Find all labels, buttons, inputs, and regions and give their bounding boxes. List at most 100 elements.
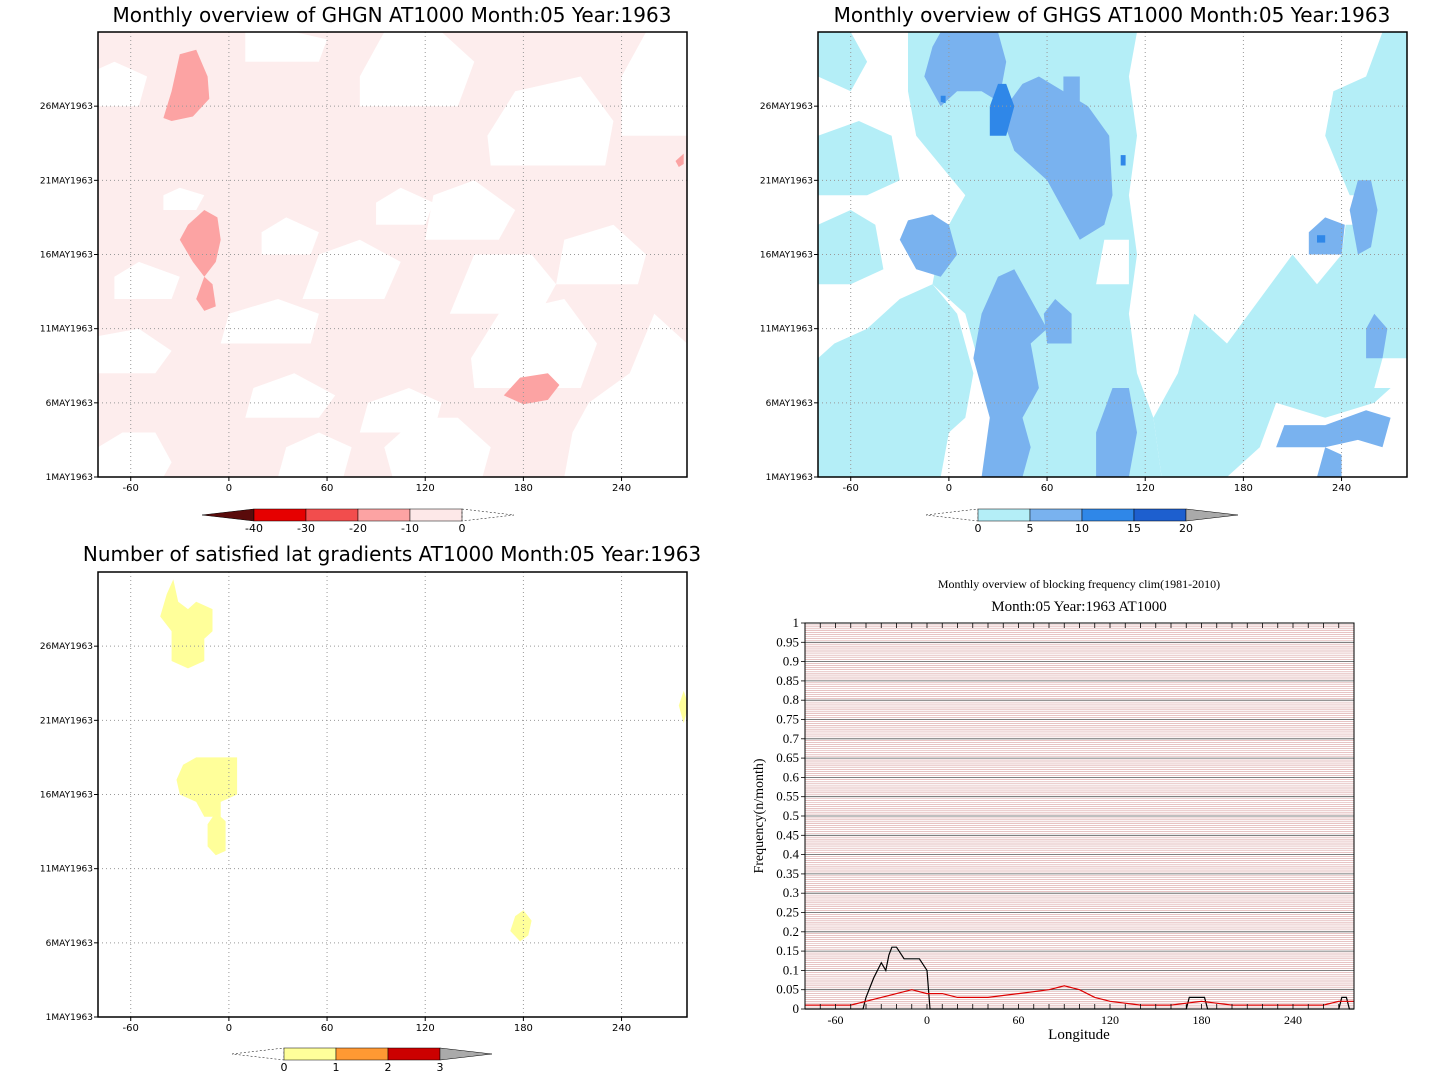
x-tick-label: 60 — [321, 483, 334, 494]
y-tick-label: 0.5 — [783, 808, 799, 823]
x-tick-label: 240 — [612, 1023, 631, 1034]
y-tick-label: 26MAY1963 — [40, 102, 93, 112]
contour-region — [510, 910, 532, 942]
contour-region — [163, 187, 205, 210]
contour-region — [98, 432, 172, 477]
gradients-colorbar: 0 1 2 3 — [231, 1047, 493, 1074]
contour-region — [245, 32, 328, 62]
x-tick-label: -60 — [828, 1013, 844, 1027]
contour-region — [359, 388, 442, 433]
y-tick-label: 0.6 — [783, 769, 800, 784]
x-tick-label: 240 — [1284, 1013, 1302, 1027]
contour-region — [207, 812, 226, 856]
contour-region — [1308, 217, 1345, 255]
y-tick-label: 0.15 — [776, 943, 799, 958]
colorbar-label: 3 — [437, 1061, 444, 1074]
blocking-y-axis: 0 0.05 0.1 0.15 0.2 0.25 0.3 0.35 0.4 0.45 0.5 0.55… — [776, 615, 805, 1016]
contour-region — [278, 432, 352, 477]
x-tick-label: 180 — [1234, 483, 1253, 494]
colorbar-swatch — [439, 1047, 493, 1061]
colorbar-label: -40 — [245, 522, 263, 535]
x-tick-label: 0 — [924, 1013, 930, 1027]
contour-region — [384, 417, 491, 477]
colorbar-label: -10 — [401, 522, 419, 535]
blocking-subtitle: Month:05 Year:1963 AT1000 — [991, 599, 1166, 615]
gradients-contour-fills — [160, 579, 687, 942]
contour-region — [899, 214, 958, 277]
contour-region — [503, 373, 560, 405]
y-tick-label: 16MAY1963 — [40, 791, 93, 801]
contour-region — [1251, 32, 1326, 136]
ghgs-y-axis: 1MAY1963 6MAY1963 11MAY1963 16MAY1963 21MAY1… — [760, 102, 818, 483]
y-tick-label: 21MAY1963 — [40, 716, 93, 726]
y-tick-label: 0.8 — [783, 692, 799, 707]
ghgs-x-axis: -60 0 60 120 180 240 — [843, 477, 1351, 494]
colorbar-swatch — [201, 508, 255, 522]
x-tick-label: 240 — [1332, 483, 1351, 494]
contour-region — [818, 210, 884, 285]
gradients-title: Number of satisfied lat gradients AT1000… — [83, 542, 701, 566]
y-tick-label: 0.2 — [783, 924, 799, 939]
y-tick-label: 16MAY1963 — [760, 251, 813, 261]
blocking-title: Monthly overview of blocking frequency c… — [938, 577, 1220, 591]
x-tick-label: 120 — [1136, 483, 1155, 494]
y-tick-label: 0.7 — [783, 731, 800, 746]
contour-region — [176, 757, 238, 817]
colorbar-swatch — [1029, 508, 1083, 522]
contour-region — [564, 313, 687, 477]
y-tick-label: 0.65 — [776, 750, 799, 765]
contour-region — [678, 690, 687, 724]
contour-region — [1349, 180, 1378, 255]
y-tick-label: 0.95 — [776, 634, 799, 649]
colorbar-swatch — [357, 508, 411, 522]
ghgs-title: Monthly overview of GHGS AT1000 Month:05… — [834, 3, 1391, 27]
y-tick-label: 11MAY1963 — [40, 865, 93, 875]
y-tick-label: 21MAY1963 — [760, 176, 813, 186]
contour-region — [675, 153, 684, 167]
contour-region — [1317, 447, 1342, 477]
contour-region — [114, 261, 180, 299]
gradients-y-axis: 1MAY1963 6MAY1963 11MAY1963 16MAY1963 21MAY1… — [40, 642, 98, 1023]
contour-region — [487, 76, 614, 166]
contour-region — [471, 299, 597, 388]
y-tick-label: 26MAY1963 — [40, 642, 93, 652]
contour-region — [818, 284, 974, 477]
ghgn-colorbar: -40 -30 -20 -10 0 — [201, 508, 515, 535]
contour-region — [924, 32, 1113, 240]
blocking-gridlines — [805, 622, 1354, 1010]
contour-region — [1161, 32, 1195, 77]
blocking-x-axis: -60 0 60 120 180 240 — [804, 623, 1355, 1027]
contour-region — [1317, 235, 1326, 243]
x-tick-label: 0 — [946, 483, 952, 494]
y-tick-label: 16MAY1963 — [40, 251, 93, 261]
colorbar-label: 15 — [1127, 522, 1141, 535]
contour-region — [1063, 76, 1080, 107]
series-line-red — [805, 985, 1354, 1006]
colorbar-label: 10 — [1075, 522, 1089, 535]
colorbar-label: 0 — [975, 522, 982, 535]
y-tick-label: 0.55 — [776, 789, 799, 804]
contour-region — [1210, 121, 1252, 166]
y-tick-label: 0.4 — [783, 847, 800, 862]
y-tick-label: 0.9 — [783, 654, 799, 669]
ghgn-y-axis: 1MAY1963 6MAY1963 11MAY1963 16MAY1963 21MAY1… — [40, 102, 98, 483]
contour-region — [179, 210, 221, 277]
x-tick-label: 240 — [612, 483, 631, 494]
contour-region — [1325, 195, 1358, 225]
contour-region — [245, 373, 336, 418]
y-tick-label: 0.45 — [776, 827, 799, 842]
y-tick-label: 0 — [793, 1001, 800, 1016]
contour-region — [1374, 358, 1407, 388]
ghgn-x-axis: -60 0 60 120 180 240 — [123, 477, 631, 494]
y-tick-label: 0.35 — [776, 866, 799, 881]
contour-region — [98, 61, 148, 107]
contour-region — [98, 328, 172, 374]
x-tick-label: -60 — [123, 1023, 139, 1034]
y-tick-label: 0.1 — [783, 962, 799, 977]
blocking-y-label: Frequency(n/month) — [752, 758, 767, 873]
colorbar-swatch — [335, 1047, 389, 1061]
colorbar-swatch — [253, 508, 307, 522]
contour-region — [261, 217, 319, 255]
contour-region — [1366, 313, 1388, 359]
y-tick-label: 0.25 — [776, 905, 799, 920]
